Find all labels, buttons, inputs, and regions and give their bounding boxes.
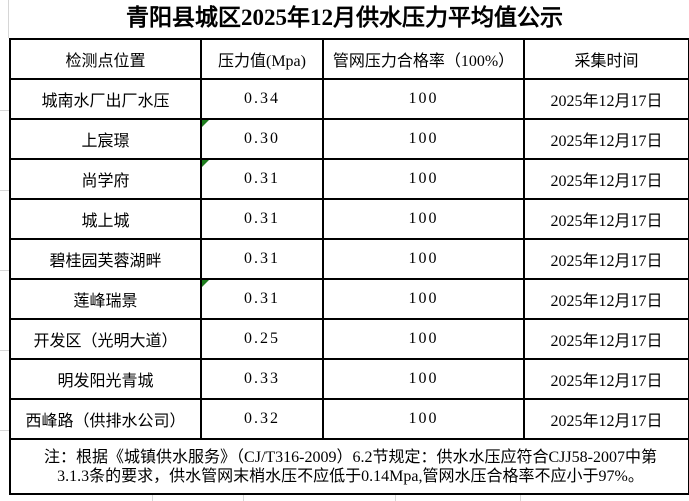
cell-pressure: 0.31: [200, 278, 324, 320]
cell-collect-date: 2025年12月17日: [523, 158, 689, 200]
cell-location: 莲峰瑞景: [9, 278, 202, 320]
pressure-value: 0.33: [244, 370, 280, 387]
column-header-collect-time: 采集时间: [523, 38, 689, 80]
green-corner-flag-icon: [203, 121, 209, 127]
pressure-value: 0.31: [244, 210, 280, 227]
note-line-2: 3.1.3条的要求，供水管网末梢水压不应低于0.14Mpa,管网水压合格率不应小…: [57, 467, 644, 485]
table-row: 城南水厂出厂水压 0.34 100 2025年12月17日: [9, 78, 689, 120]
gridline-stub: [395, 494, 396, 501]
cell-pressure: 0.31: [200, 158, 324, 200]
table-body: 检测点位置 压力值(Mpa) 管网压力合格率（100%） 采集时间 城南水厂出厂…: [9, 38, 689, 495]
cell-collect-date: 2025年12月17日: [523, 238, 689, 280]
green-corner-flag-icon: [203, 161, 209, 167]
gridline-stub: [243, 494, 244, 501]
pressure-value: 0.34: [244, 90, 280, 107]
pressure-value: 0.31: [244, 250, 280, 267]
page-title: 青阳县城区2025年12月供水压力平均值公示: [126, 5, 563, 30]
cell-pass-rate: 100: [322, 198, 525, 240]
cell-pressure: 0.32: [200, 398, 324, 440]
cell-collect-date: 2025年12月17日: [523, 198, 689, 240]
cell-location: 碧桂园芙蓉湖畔: [9, 238, 202, 280]
pressure-value: 0.31: [244, 290, 280, 307]
table-row: 开发区（光明大道） 0.25 100 2025年12月17日: [9, 318, 689, 360]
gridline-stub: [0, 270, 9, 271]
pressure-table: 检测点位置 压力值(Mpa) 管网压力合格率（100%） 采集时间 城南水厂出厂…: [9, 38, 689, 495]
cell-pass-rate: 100: [322, 318, 525, 360]
column-header-pressure: 压力值(Mpa): [200, 38, 324, 80]
cell-collect-date: 2025年12月17日: [523, 398, 689, 440]
cell-location: 城上城: [9, 198, 202, 240]
table-row: 碧桂园芙蓉湖畔 0.31 100 2025年12月17日: [9, 238, 689, 280]
cell-collect-date: 2025年12月17日: [523, 78, 689, 120]
gridline-stub: [8, 0, 9, 38]
cell-pass-rate: 100: [322, 118, 525, 160]
cell-location: 开发区（光明大道）: [9, 318, 202, 360]
gridline-stub: [0, 110, 9, 111]
note-cell: 注：根据《城镇供水服务》（CJ/T316-2009）6.2节规定：供水水压应符合…: [9, 438, 689, 495]
gridline-stub: [0, 350, 9, 351]
gridline-stub: [152, 494, 153, 501]
cell-collect-date: 2025年12月17日: [523, 358, 689, 400]
cell-pass-rate: 100: [322, 238, 525, 280]
cell-pass-rate: 100: [322, 358, 525, 400]
cell-location: 上宸璟: [9, 118, 202, 160]
cell-pass-rate: 100: [322, 158, 525, 200]
gridline-stub: [0, 190, 9, 191]
cell-pass-rate: 100: [322, 278, 525, 320]
cell-pressure: 0.33: [200, 358, 324, 400]
gridline-stub: [0, 430, 9, 431]
cell-pressure: 0.30: [200, 118, 324, 160]
cell-pressure: 0.31: [200, 198, 324, 240]
cell-location: 城南水厂出厂水压: [9, 78, 202, 120]
note-row: 注：根据《城镇供水服务》（CJ/T316-2009）6.2节规定：供水水压应符合…: [9, 438, 689, 495]
cell-location: 西峰路（供排水公司）: [9, 398, 202, 440]
cell-pass-rate: 100: [322, 78, 525, 120]
cell-pressure: 0.31: [200, 238, 324, 280]
table-row: 城上城 0.31 100 2025年12月17日: [9, 198, 689, 240]
table-row: 尚学府 0.31 100 2025年12月17日: [9, 158, 689, 200]
pressure-value: 0.32: [244, 410, 280, 427]
cell-location: 明发阳光青城: [9, 358, 202, 400]
table-header-row: 检测点位置 压力值(Mpa) 管网压力合格率（100%） 采集时间: [9, 38, 689, 80]
table-row: 上宸璟 0.30 100 2025年12月17日: [9, 118, 689, 160]
cell-collect-date: 2025年12月17日: [523, 118, 689, 160]
pressure-value: 0.25: [244, 330, 280, 347]
cell-pressure: 0.25: [200, 318, 324, 360]
cell-collect-date: 2025年12月17日: [523, 318, 689, 360]
green-corner-flag-icon: [203, 281, 209, 287]
pressure-value: 0.30: [244, 130, 280, 147]
table-row: 明发阳光青城 0.33 100 2025年12月17日: [9, 358, 689, 400]
pressure-value: 0.31: [244, 170, 280, 187]
cell-pressure: 0.34: [200, 78, 324, 120]
column-header-pass-rate: 管网压力合格率（100%）: [322, 38, 525, 80]
table-row: 莲峰瑞景 0.31 100 2025年12月17日: [9, 278, 689, 320]
table-row: 西峰路（供排水公司） 0.32 100 2025年12月17日: [9, 398, 689, 440]
cell-location: 尚学府: [9, 158, 202, 200]
gridline-stub: [520, 494, 521, 501]
cell-collect-date: 2025年12月17日: [523, 278, 689, 320]
column-header-location: 检测点位置: [9, 38, 202, 80]
note-line-1: 注：根据《城镇供水服务》（CJ/T316-2009）6.2节规定：供水水压应符合…: [44, 448, 657, 466]
cell-pass-rate: 100: [322, 398, 525, 440]
